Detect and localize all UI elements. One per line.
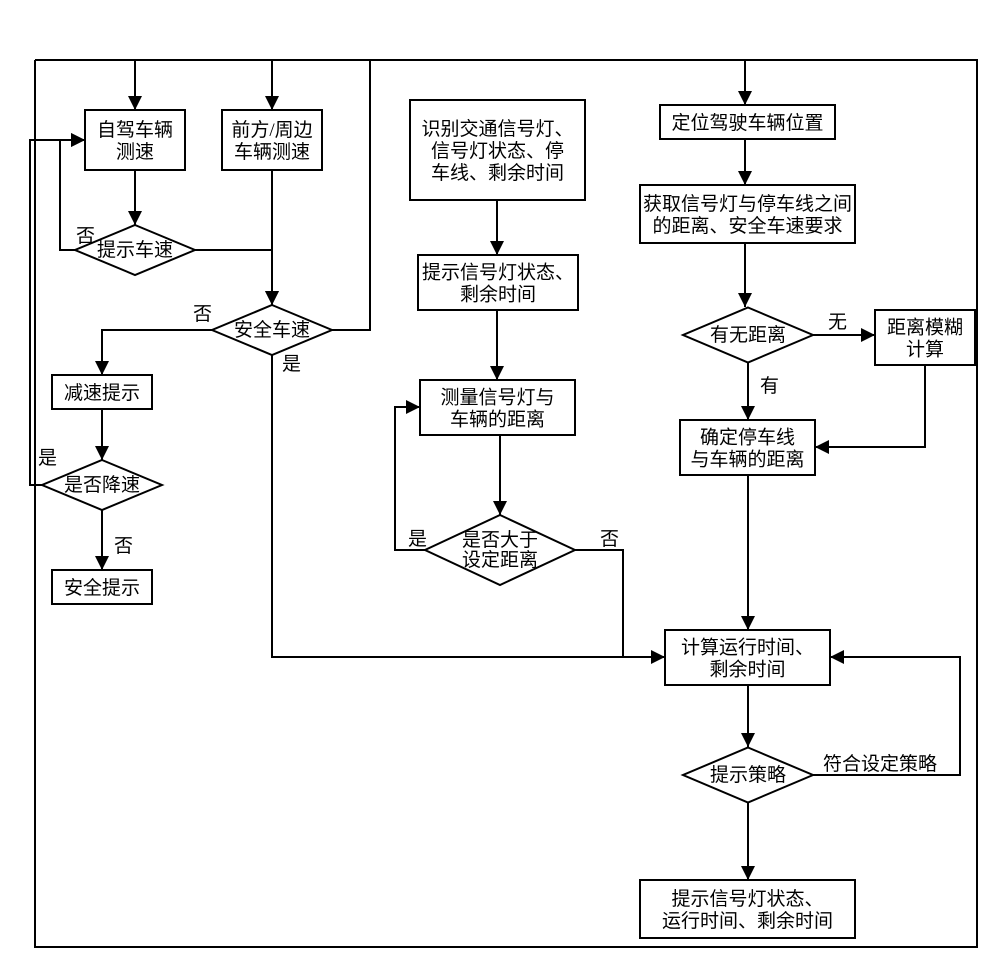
node-label: 信号灯状态、停 <box>431 140 564 162</box>
node-label: 是否大于 <box>462 529 538 551</box>
edge <box>332 60 370 330</box>
node-label: 获取信号灯与停车线之间 <box>643 193 852 215</box>
node-label: 的距离、安全车速要求 <box>652 215 842 237</box>
node-label: 运行时间、剩余时间 <box>662 910 833 932</box>
node-n13: 获取信号灯与停车线之间的距离、安全车速要求 <box>640 185 855 243</box>
flowchart-canvas: 自驾车辆测速前方/周边车辆测速提示车速安全车速减速提示是否降速安全提示识别交通信… <box>0 0 1000 977</box>
edge-label: 有 <box>760 375 779 397</box>
node-label: 前方/周边 <box>231 119 312 141</box>
node-label: 测速 <box>116 141 154 163</box>
node-n19: 提示信号灯状态、运行时间、剩余时间 <box>640 880 855 938</box>
node-label: 计算运行时间、 <box>681 637 814 659</box>
node-label: 与车辆的距离 <box>690 449 804 471</box>
node-label: 车辆的距离 <box>450 409 545 431</box>
node-label: 剩余时间 <box>709 659 785 681</box>
node-n11: 是否大于设定距离 <box>425 515 575 585</box>
node-label: 安全提示 <box>64 577 140 599</box>
node-n7: 安全提示 <box>52 570 152 604</box>
node-label: 提示信号灯状态、 <box>671 888 823 910</box>
node-label: 自驾车辆 <box>97 119 173 141</box>
node-label: 有无距离 <box>710 324 786 346</box>
edge-label: 是 <box>282 354 301 375</box>
node-n5: 减速提示 <box>52 375 152 409</box>
node-n6: 是否降速 <box>42 460 162 510</box>
node-n17: 计算运行时间、剩余时间 <box>665 630 830 685</box>
edge-label: 否 <box>600 529 619 550</box>
node-n10: 测量信号灯与车辆的距离 <box>420 380 575 435</box>
node-label: 提示策略 <box>710 764 786 786</box>
node-label: 识别交通信号灯、 <box>421 118 573 140</box>
node-label: 提示信号灯状态、 <box>422 262 574 284</box>
node-n16: 确定停车线与车辆的距离 <box>680 420 815 475</box>
edge-label: 否 <box>114 536 133 557</box>
edge <box>102 330 212 375</box>
node-label: 车辆测速 <box>234 141 310 163</box>
node-n18: 提示策略 <box>683 748 813 803</box>
node-n12: 定位驾驶车辆位置 <box>660 105 835 139</box>
node-label: 剩余时间 <box>460 284 536 306</box>
node-label: 提示车速 <box>97 239 173 261</box>
edge-label: 否 <box>193 304 212 325</box>
node-label: 车线、剩余时间 <box>431 162 564 184</box>
edge-label: 无 <box>828 312 847 333</box>
edge-label: 否 <box>76 226 95 247</box>
node-label: 距离模糊 <box>887 317 963 339</box>
node-n2: 前方/周边车辆测速 <box>222 110 322 170</box>
edge-label: 符合设定策略 <box>823 753 937 775</box>
edge-label: 是 <box>38 448 57 469</box>
edge <box>30 140 85 485</box>
edge <box>195 250 272 305</box>
node-label: 计算 <box>906 339 944 361</box>
node-label: 定位驾驶车辆位置 <box>671 112 823 134</box>
node-n1: 自驾车辆测速 <box>85 110 185 170</box>
node-label: 测量信号灯与 <box>440 387 554 409</box>
node-n14: 有无距离 <box>683 308 813 363</box>
node-label: 确定停车线 <box>700 427 795 449</box>
node-label: 是否降速 <box>64 474 140 496</box>
node-n4: 安全车速 <box>212 305 332 355</box>
edge <box>575 550 623 657</box>
node-n8: 识别交通信号灯、信号灯状态、停车线、剩余时间 <box>410 100 585 200</box>
edge <box>815 365 925 447</box>
node-label: 减速提示 <box>64 382 140 404</box>
edge-label: 是 <box>408 529 427 550</box>
node-label: 设定距离 <box>462 549 538 571</box>
node-n9: 提示信号灯状态、剩余时间 <box>418 255 578 310</box>
node-label: 安全车速 <box>234 319 310 341</box>
node-n15: 距离模糊计算 <box>875 310 975 365</box>
